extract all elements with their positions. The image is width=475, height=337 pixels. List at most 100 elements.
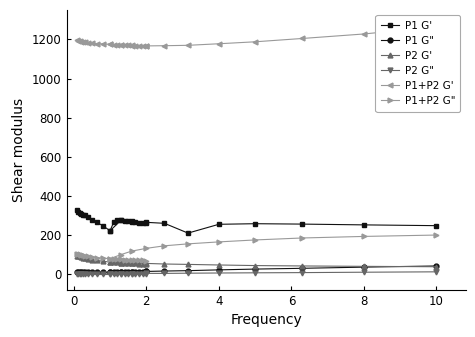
P1 G" xyxy=(118,270,124,274)
P2 G' xyxy=(143,262,149,266)
P2 G' xyxy=(80,255,86,259)
P2 G' xyxy=(140,262,145,266)
P1+P2 G' xyxy=(80,40,86,44)
P2 G' xyxy=(122,261,127,265)
P1 G' xyxy=(82,213,87,217)
P1 G" xyxy=(89,270,95,274)
P1+P2 G" xyxy=(133,258,138,262)
P1+P2 G" xyxy=(140,258,145,263)
P1 G' xyxy=(86,215,91,219)
Line: P2 G': P2 G' xyxy=(75,253,149,267)
P1+P2 G" xyxy=(82,254,87,258)
P1 G" xyxy=(133,270,138,274)
P2 G" xyxy=(118,272,124,276)
P1 G' xyxy=(75,208,80,212)
P1 G' xyxy=(78,212,84,216)
P1+P2 G' xyxy=(143,44,149,48)
P1 G" xyxy=(136,270,142,274)
P2 G' xyxy=(114,261,120,265)
P1+P2 G" xyxy=(111,257,116,261)
P1 G" xyxy=(80,270,86,274)
P1 G' xyxy=(76,210,81,214)
P1+P2 G" xyxy=(107,257,113,261)
P1+P2 G" xyxy=(100,256,105,260)
P1+P2 G' xyxy=(78,39,84,43)
P1+P2 G" xyxy=(129,258,134,262)
P1 G' xyxy=(136,220,142,224)
P2 G" xyxy=(129,272,134,276)
P1 G' xyxy=(76,211,82,215)
P2 G" xyxy=(133,272,138,276)
P1 G" xyxy=(86,270,91,274)
P1 G" xyxy=(75,270,80,274)
P2 G" xyxy=(100,272,105,276)
P1 G" xyxy=(94,270,99,274)
P1+P2 G" xyxy=(76,252,82,256)
P2 G" xyxy=(78,272,84,276)
P1+P2 G" xyxy=(89,255,95,259)
P1 G" xyxy=(78,270,84,274)
Legend: P1 G', P1 G", P2 G', P2 G", P1+P2 G', P1+P2 G": P1 G', P1 G", P2 G', P2 G", P1+P2 G', P1… xyxy=(375,15,460,112)
P2 G' xyxy=(76,254,82,258)
P2 G' xyxy=(78,255,84,259)
P1+P2 G" xyxy=(143,259,149,263)
P2 G' xyxy=(129,261,134,265)
P1+P2 G" xyxy=(86,254,91,258)
P1 G' xyxy=(80,213,86,217)
P1 G' xyxy=(111,220,116,224)
P1 G' xyxy=(143,221,149,225)
P1+P2 G' xyxy=(107,42,113,47)
P2 G" xyxy=(76,272,81,276)
P1 G" xyxy=(122,270,127,274)
P1+P2 G' xyxy=(82,40,87,44)
P1+P2 G' xyxy=(122,43,127,47)
P2 G" xyxy=(94,272,99,276)
P1 G" xyxy=(76,270,81,274)
P1+P2 G' xyxy=(100,42,105,46)
P1+P2 G" xyxy=(75,252,80,256)
P2 G' xyxy=(133,262,138,266)
P1 G' xyxy=(107,229,113,233)
P1 G" xyxy=(111,270,116,274)
P2 G' xyxy=(89,258,95,262)
P1 G' xyxy=(129,220,134,224)
P2 G" xyxy=(82,272,87,276)
P1 G" xyxy=(129,270,134,274)
P2 G" xyxy=(114,272,120,276)
Line: P1 G": P1 G" xyxy=(75,269,149,275)
P2 G' xyxy=(136,262,142,266)
P2 G' xyxy=(86,257,91,261)
P1 G' xyxy=(114,218,120,222)
P1 G" xyxy=(125,270,131,274)
X-axis label: Frequency: Frequency xyxy=(230,313,302,327)
P1+P2 G' xyxy=(75,38,80,42)
P1+P2 G" xyxy=(114,257,120,261)
P2 G" xyxy=(86,272,91,276)
P1+P2 G' xyxy=(125,43,131,47)
P1 G' xyxy=(94,220,99,224)
Y-axis label: Shear modulus: Shear modulus xyxy=(12,98,26,202)
P2 G" xyxy=(75,272,80,276)
P2 G' xyxy=(125,261,131,265)
P1 G" xyxy=(76,270,82,274)
P1+P2 G' xyxy=(76,39,82,43)
P1+P2 G' xyxy=(76,39,81,43)
P1+P2 G" xyxy=(118,257,124,261)
P1+P2 G" xyxy=(94,255,99,259)
P1 G" xyxy=(114,270,120,274)
P2 G" xyxy=(111,272,116,276)
P2 G" xyxy=(89,272,95,276)
P2 G" xyxy=(107,272,113,276)
P1+P2 G' xyxy=(133,43,138,48)
P1+P2 G' xyxy=(89,41,95,45)
P1 G' xyxy=(122,219,127,223)
P1 G" xyxy=(143,269,149,273)
P1+P2 G' xyxy=(86,41,91,45)
P2 G' xyxy=(107,260,113,264)
P1 G' xyxy=(125,219,131,223)
P2 G" xyxy=(80,272,86,276)
P1+P2 G' xyxy=(136,44,142,48)
P2 G' xyxy=(76,254,81,258)
P2 G' xyxy=(118,261,124,265)
P2 G" xyxy=(136,272,142,276)
